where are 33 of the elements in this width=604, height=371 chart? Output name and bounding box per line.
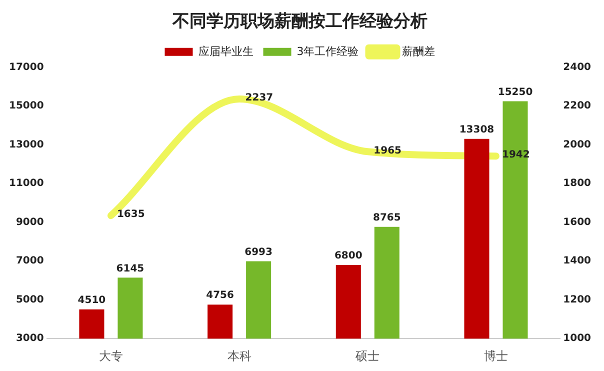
data-label: 6993 [244, 246, 273, 258]
legend-label: 应届毕业生 [198, 44, 254, 58]
data-label: 4756 [206, 290, 234, 302]
x-tick-label: 博士 [484, 348, 508, 363]
y-tick-label: 13000 [8, 139, 44, 150]
y-tick-label: 17000 [8, 62, 44, 73]
data-label: 6145 [116, 263, 144, 274]
x-tick-label: 本科 [227, 348, 252, 363]
y-tick-label: 11000 [8, 178, 44, 190]
x-tick-label: 硕士 [354, 348, 380, 363]
y2-tick-label: 1200 [563, 294, 592, 306]
legend-label: 薪酬差 [402, 44, 436, 58]
data-label: 4510 [78, 294, 106, 306]
y2-tick-label: 2200 [563, 100, 592, 112]
data-label: 8765 [372, 212, 401, 224]
y2-tick-label: 1400 [563, 256, 592, 267]
y2-tick-label: 2400 [563, 62, 592, 73]
y-tick-label: 5000 [16, 294, 44, 306]
data-label: 13308 [459, 124, 494, 136]
data-label: 6800 [334, 250, 362, 262]
y-tick-label: 3000 [16, 333, 44, 344]
y-tick-label: 7000 [16, 256, 44, 267]
y2-tick-label: 1000 [563, 333, 592, 344]
data-label: 15250 [498, 86, 533, 98]
y2-tick-label: 2000 [563, 139, 592, 150]
y-tick-label: 15000 [8, 100, 44, 112]
y-tick-label: 9000 [16, 216, 44, 228]
y2-tick-label: 1600 [563, 216, 592, 228]
y2-tick-label: 1800 [563, 178, 592, 190]
x-tick-label: 大专 [98, 348, 123, 363]
chart-title: 不同学历职场薪酬按工作经验分析 [172, 12, 428, 32]
data-label: 1635 [116, 209, 145, 220]
legend-label: 3年工作经验 [296, 44, 359, 58]
